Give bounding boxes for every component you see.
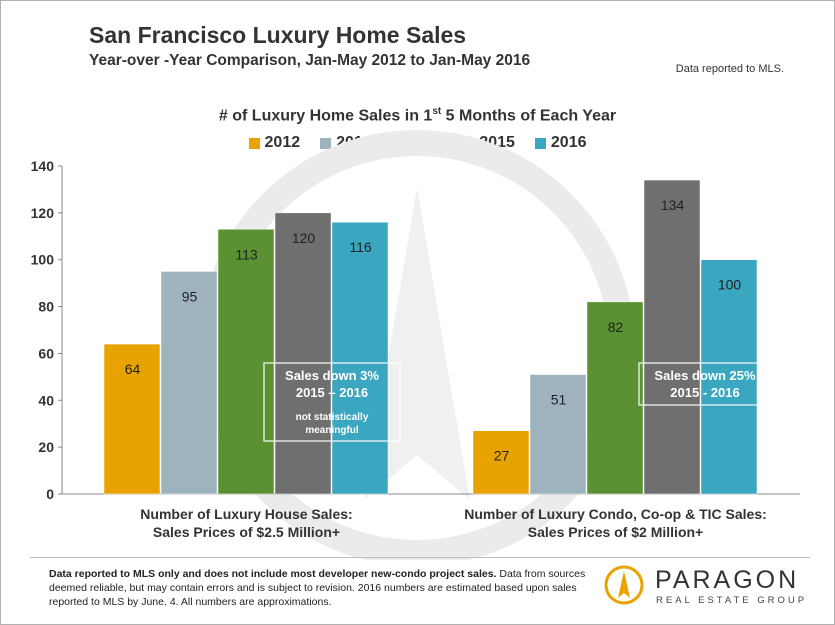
- bar-data-label: 95: [182, 288, 198, 304]
- y-tick-label: 20: [38, 439, 54, 455]
- bar-chart: 0 20 40 60 80 100 120 140 64 95 113 120 116 Number of…: [31, 130, 800, 560]
- footer-divider: [30, 557, 810, 558]
- y-tick-label: 100: [31, 252, 55, 268]
- bar-2015-house: [274, 212, 332, 495]
- footer-disclaimer: Data reported to MLS only and does not i…: [49, 568, 586, 608]
- annotation-text: 2015 – 2016: [296, 385, 368, 400]
- chart-title: # of Luxury Home Sales in 1st 5 Months o…: [218, 106, 617, 125]
- annotation-box: [263, 362, 401, 442]
- annotation-box: [638, 362, 772, 406]
- bar-data-label: 116: [349, 239, 372, 255]
- bar-2015-condo: [643, 179, 701, 495]
- bar-2014-house: [217, 229, 275, 495]
- bar-data-label: 51: [551, 392, 567, 408]
- bar-2016-house: [331, 221, 389, 495]
- legend-label: 2012: [264, 134, 301, 151]
- annotation-text: Sales down 25%: [654, 368, 756, 383]
- y-tick-label: 80: [38, 299, 54, 315]
- annotation-text: 2015 - 2016: [670, 385, 739, 400]
- bar-data-label: 134: [661, 197, 685, 213]
- bar-2012-house: [103, 343, 161, 495]
- bar-2014-condo: [586, 301, 644, 495]
- y-tick-label: 120: [31, 205, 55, 221]
- y-tick-label: 140: [31, 158, 55, 174]
- bar-data-label: 27: [494, 448, 510, 464]
- x-category-label: Sales Prices of $2.5 Million+: [153, 524, 340, 540]
- paragon-logo-icon: [604, 565, 644, 605]
- bar-2012-condo: [472, 430, 530, 495]
- bar-data-label: 120: [292, 230, 316, 246]
- x-category-label: Sales Prices of $2 Million+: [528, 524, 703, 540]
- logo-tagline: REAL ESTATE GROUP: [656, 595, 808, 606]
- annotation-note: not statistically: [296, 412, 369, 423]
- source-note: Data reported to MLS.: [675, 63, 784, 75]
- bar-data-label: 100: [718, 277, 742, 293]
- page-subtitle: Year-over -Year Comparison, Jan-May 2012…: [89, 52, 531, 69]
- x-category-label: Number of Luxury Condo, Co-op & TIC Sale…: [464, 506, 767, 522]
- annotation-text: Sales down 3%: [285, 368, 379, 383]
- legend-swatch: [248, 137, 260, 149]
- legend-item-2012: 2012: [248, 134, 301, 152]
- bar-data-label: 64: [125, 361, 141, 377]
- legend-item-2016: 2016: [534, 134, 587, 152]
- bar-data-label: 113: [235, 246, 258, 262]
- page-title: San Francisco Luxury Home Sales: [89, 22, 467, 48]
- legend-swatch: [320, 137, 332, 149]
- legend-label: 2016: [550, 134, 587, 151]
- y-tick-label: 40: [38, 392, 54, 408]
- logo-wordmark: PARAGON: [655, 566, 800, 594]
- bar-2013-condo: [529, 374, 587, 495]
- bar-data-label: 82: [608, 319, 624, 335]
- y-tick-label: 0: [46, 486, 54, 502]
- watermark-arrow: [364, 188, 470, 500]
- x-category-label: Number of Luxury House Sales:: [140, 506, 352, 522]
- legend-swatch: [534, 137, 546, 149]
- bar-2013-house: [160, 271, 218, 495]
- annotation-note: meaningful: [305, 425, 359, 436]
- y-tick-label: 60: [38, 345, 54, 361]
- bar-2016-condo: [700, 259, 758, 495]
